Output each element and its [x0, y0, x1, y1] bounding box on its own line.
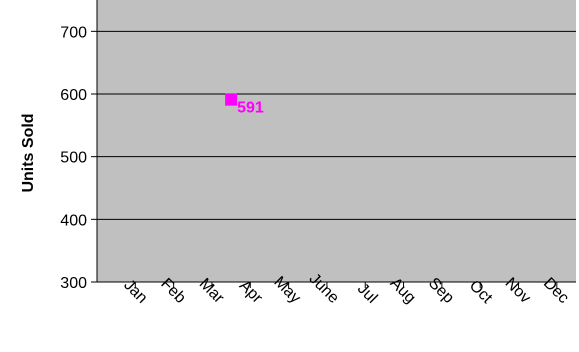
- plot-area: [97, 0, 576, 282]
- data-point: [225, 93, 238, 106]
- y-tick-label: 400: [60, 212, 87, 229]
- data-points: 591: [225, 93, 264, 117]
- y-tick-label: 300: [60, 275, 87, 292]
- axes: [96, 0, 576, 288]
- y-axis-label: Units Sold: [20, 113, 37, 192]
- y-tick-label: 700: [60, 24, 87, 41]
- gridlines: [91, 30, 576, 283]
- y-tick-label: 600: [60, 87, 87, 104]
- y-tick-labels: 300 400 500 600 700: [60, 24, 87, 292]
- x-tick-label: Jul: [354, 280, 380, 306]
- y-tick-label: 500: [60, 150, 87, 167]
- data-label: 591: [237, 100, 264, 117]
